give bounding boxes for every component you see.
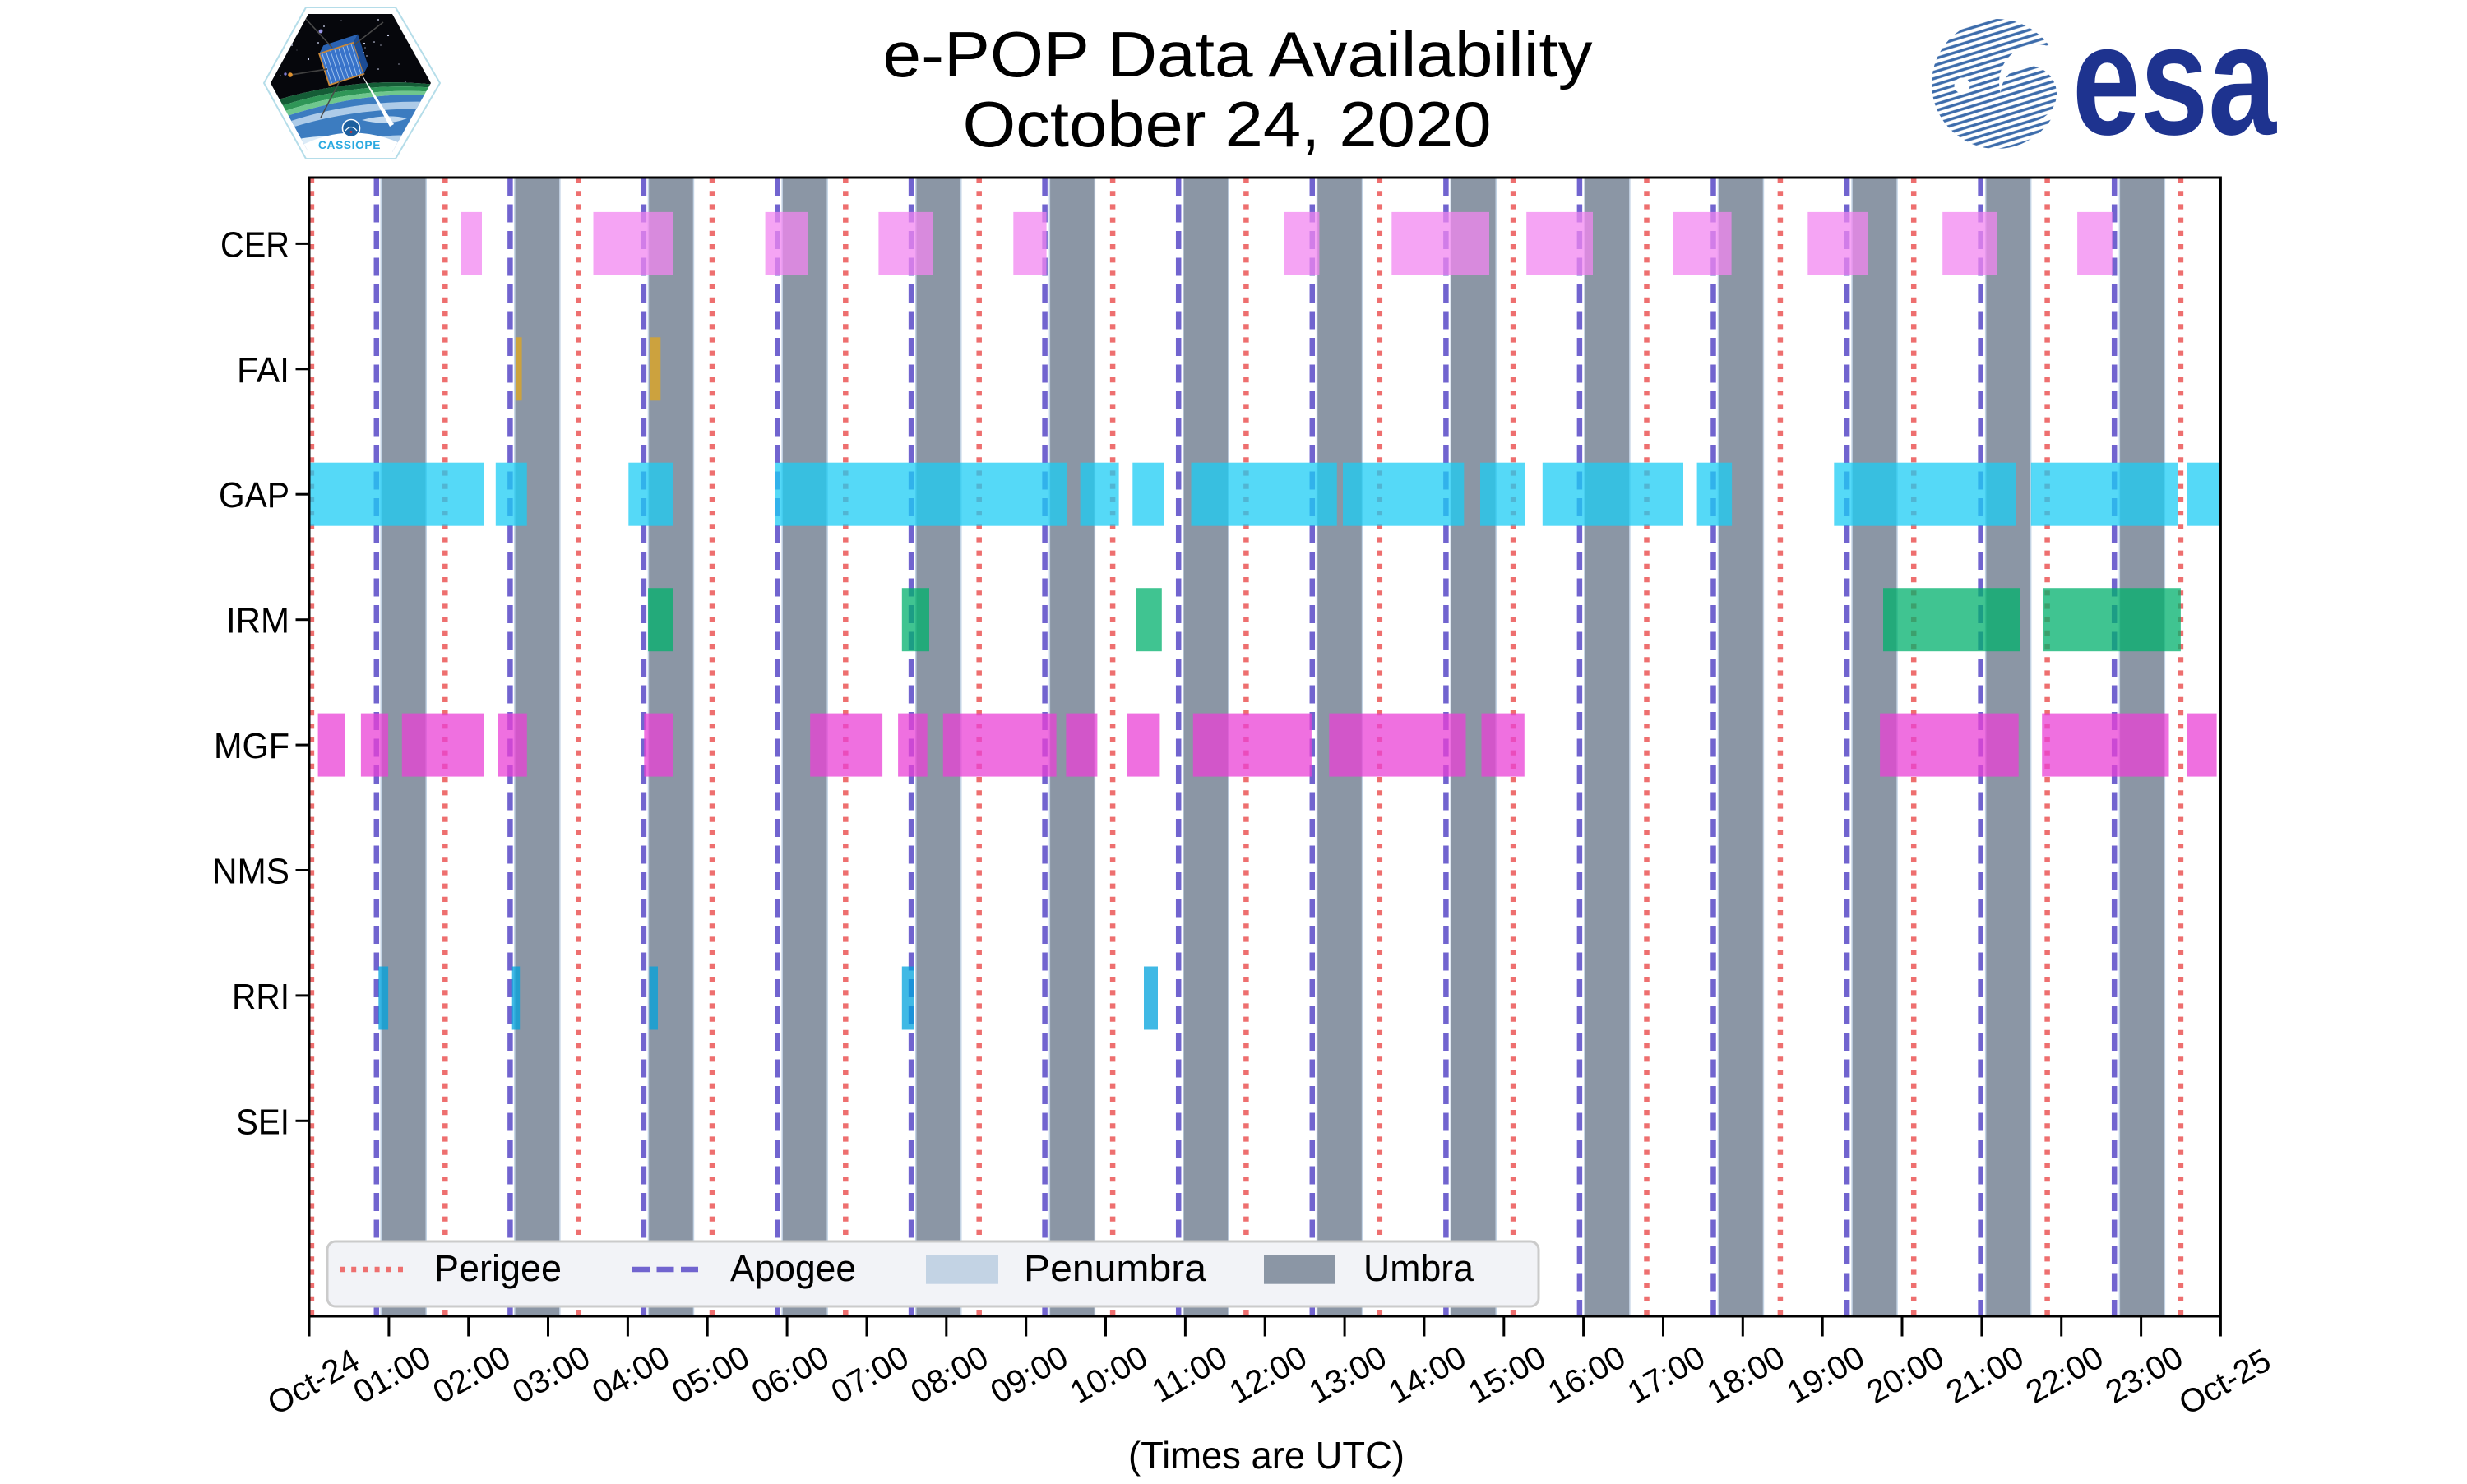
svg-text:October 24, 2020: October 24, 2020 xyxy=(963,90,1492,160)
svg-text:CASSIOPE: CASSIOPE xyxy=(318,138,381,151)
svg-text:GAP: GAP xyxy=(219,475,289,515)
svg-text:Perigee: Perigee xyxy=(434,1247,562,1289)
svg-text:RRI: RRI xyxy=(232,977,289,1017)
svg-text:Penumbra: Penumbra xyxy=(1024,1247,1207,1289)
svg-text:NMS: NMS xyxy=(212,852,289,892)
svg-text:Apogee: Apogee xyxy=(730,1247,856,1289)
svg-text:Umbra: Umbra xyxy=(1363,1247,1474,1289)
svg-text:esa: esa xyxy=(2072,0,2277,168)
svg-text:MGF: MGF xyxy=(214,726,289,766)
svg-text:(Times are UTC): (Times are UTC) xyxy=(1128,1434,1405,1477)
svg-text:e-POP Data Availability: e-POP Data Availability xyxy=(883,20,1593,90)
svg-text:SEI: SEI xyxy=(236,1102,289,1142)
svg-text:CER: CER xyxy=(220,224,289,265)
svg-text:IRM: IRM xyxy=(226,601,289,641)
svg-text:FAI: FAI xyxy=(237,350,289,391)
